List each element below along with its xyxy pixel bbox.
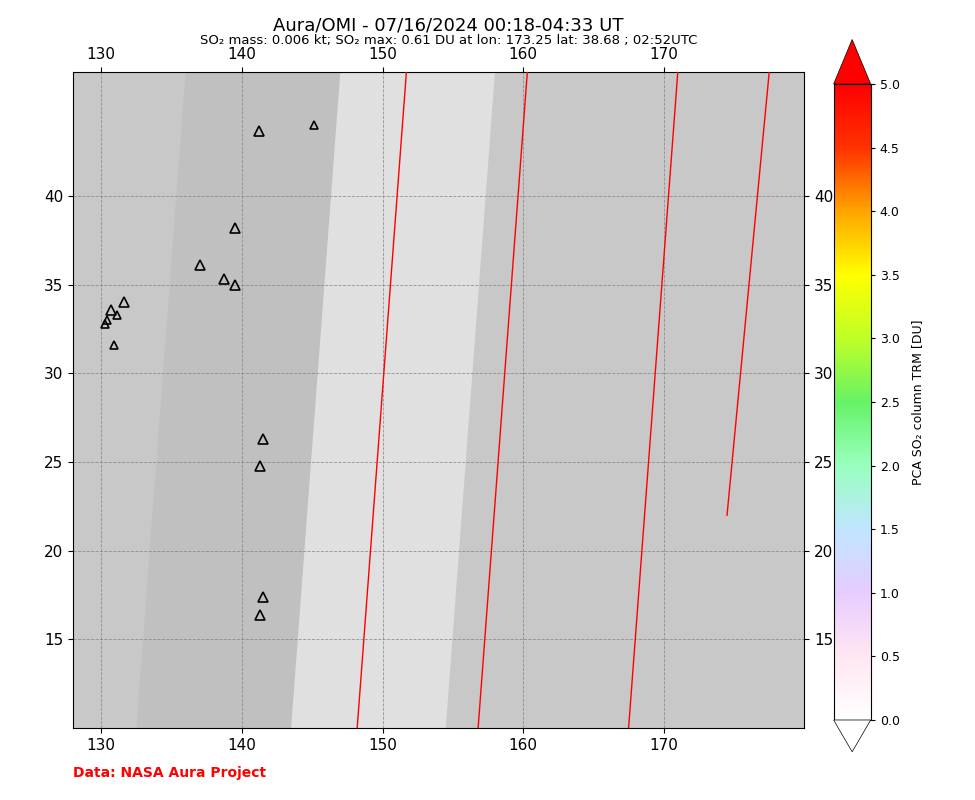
Polygon shape xyxy=(446,72,657,728)
Polygon shape xyxy=(834,39,871,84)
Y-axis label: PCA SO₂ column TRM [DU]: PCA SO₂ column TRM [DU] xyxy=(911,319,924,485)
Text: SO₂ mass: 0.006 kt; SO₂ max: 0.61 DU at lon: 173.25 lat: 38.68 ; 02:52UTC: SO₂ mass: 0.006 kt; SO₂ max: 0.61 DU at … xyxy=(200,34,697,46)
Text: Aura/OMI - 07/16/2024 00:18-04:33 UT: Aura/OMI - 07/16/2024 00:18-04:33 UT xyxy=(273,16,624,34)
Text: Data: NASA Aura Project: Data: NASA Aura Project xyxy=(73,766,266,780)
Polygon shape xyxy=(834,720,871,752)
Polygon shape xyxy=(292,72,502,728)
Polygon shape xyxy=(136,72,347,728)
